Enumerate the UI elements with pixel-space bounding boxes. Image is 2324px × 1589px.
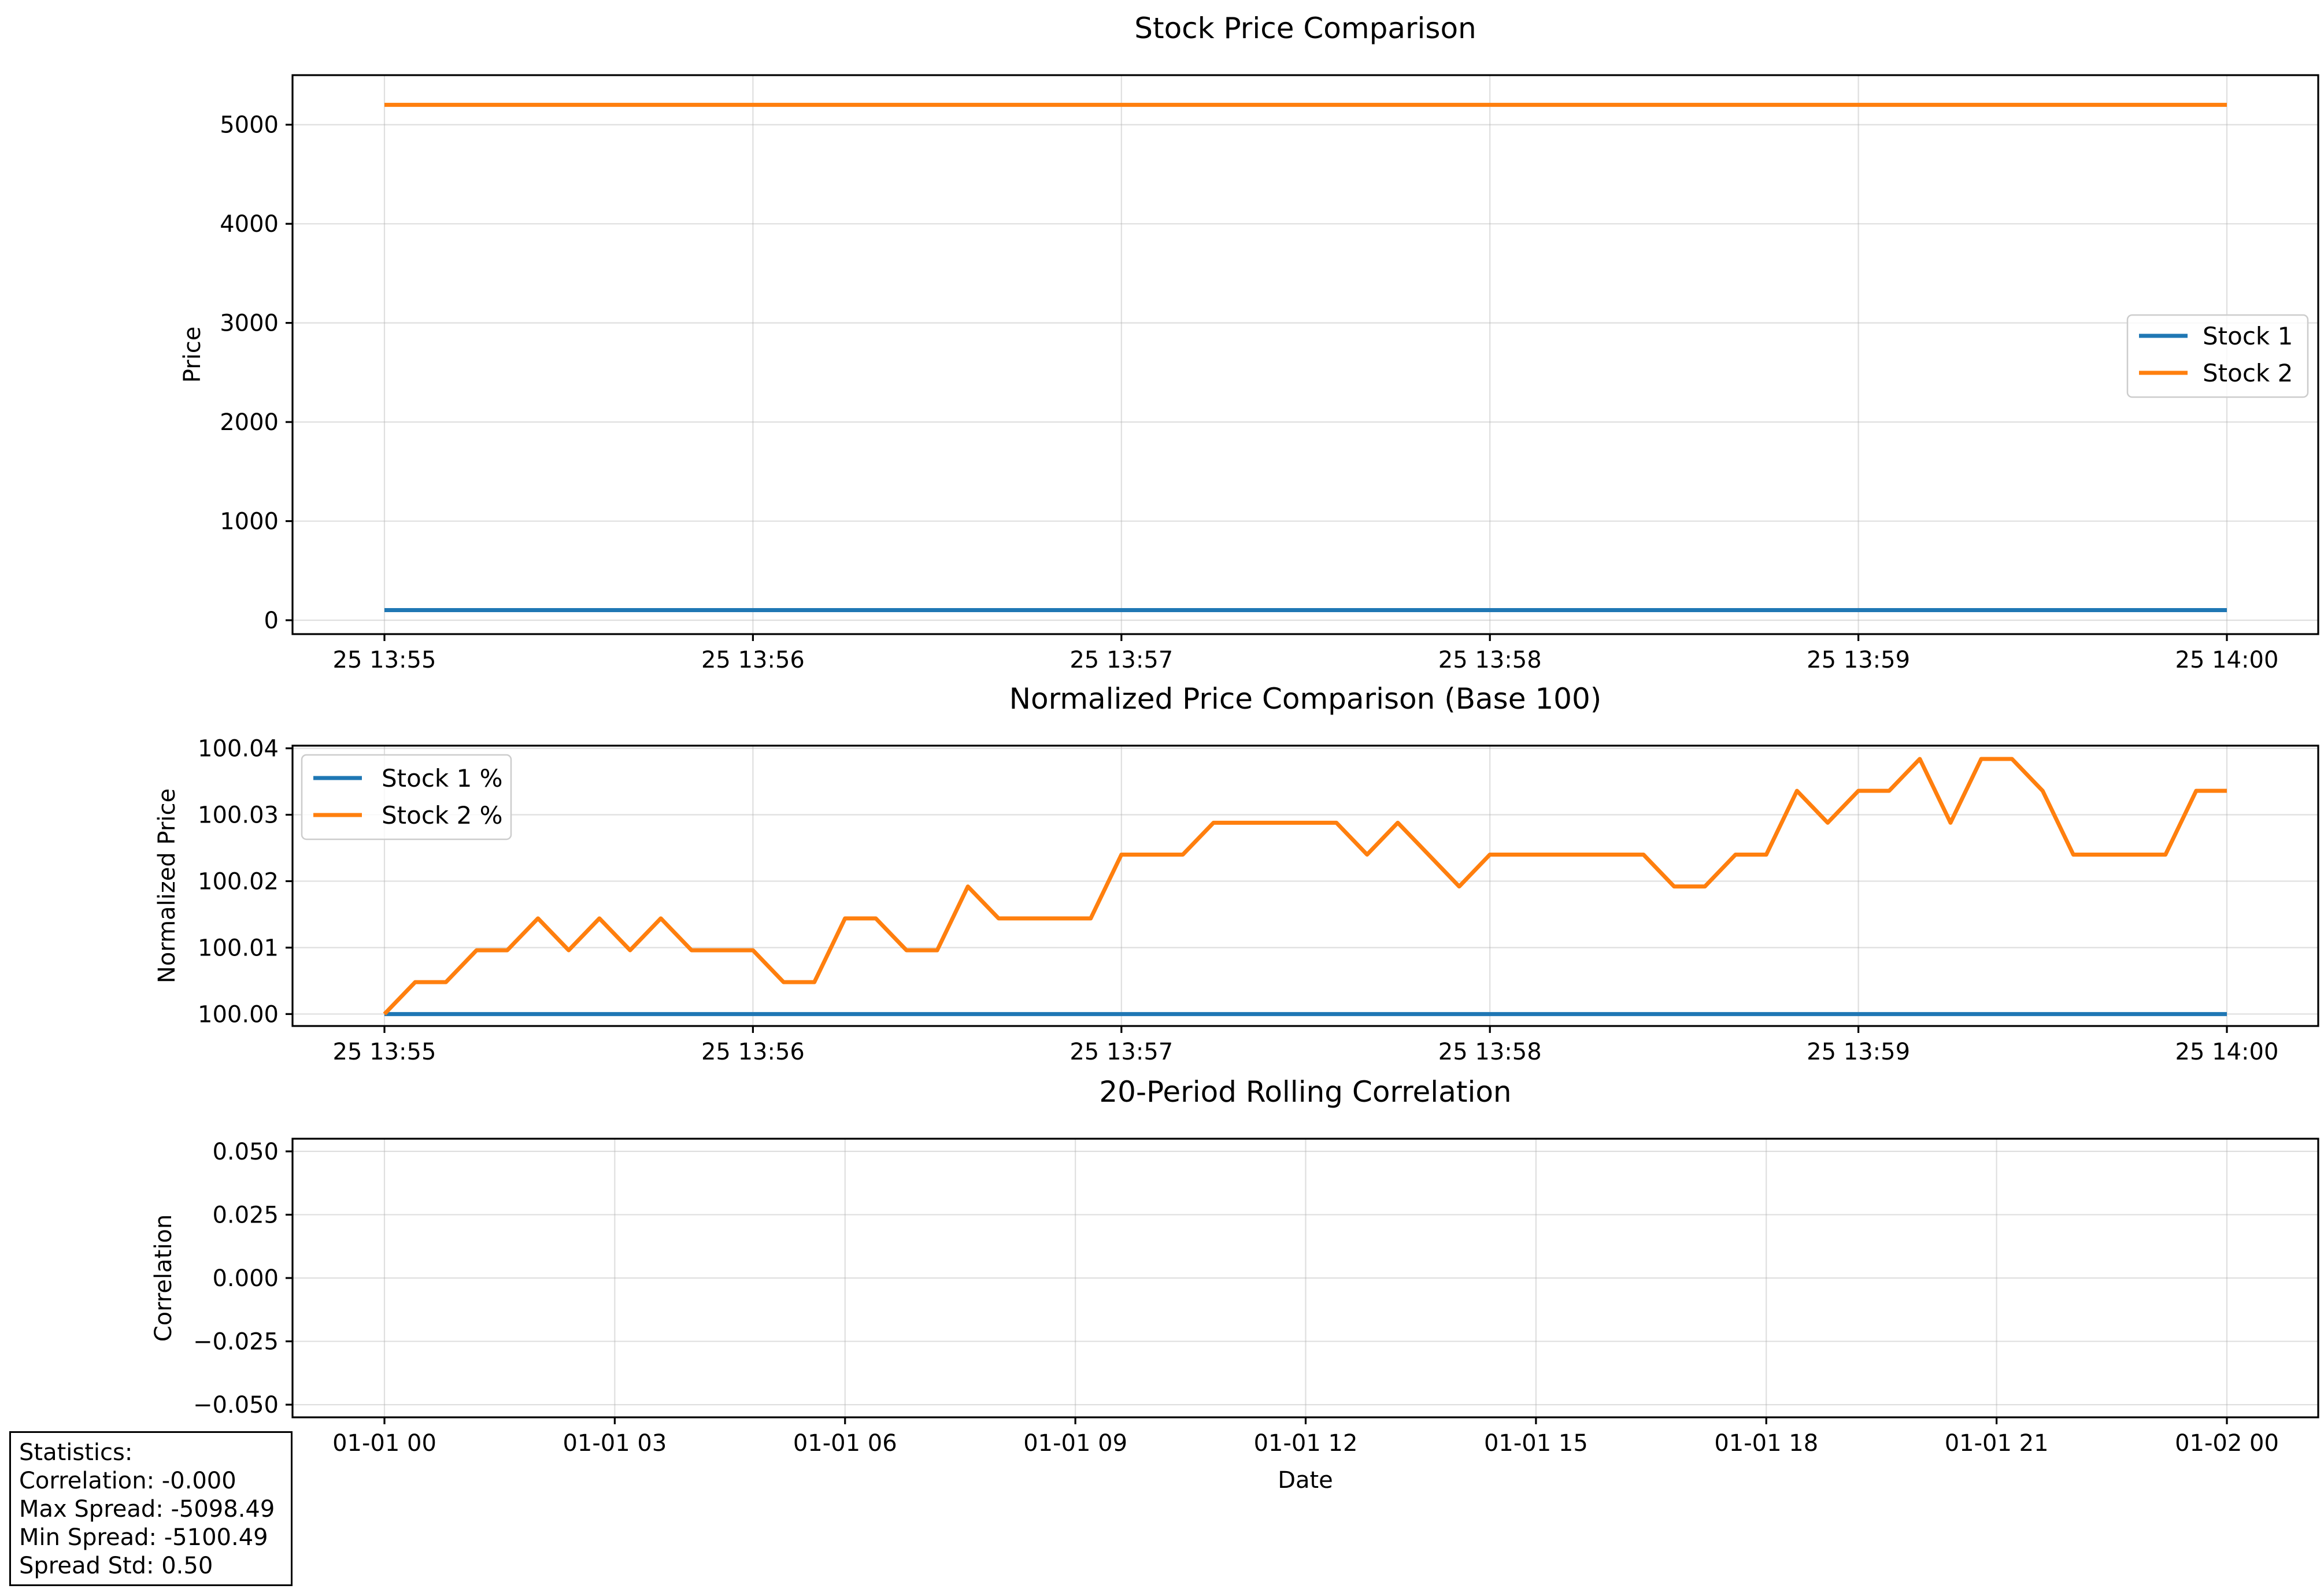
x-tick-label: 01-02 00 xyxy=(2175,1430,2279,1457)
y-tick-label: 0.025 xyxy=(212,1202,279,1228)
y-tick-label: −0.025 xyxy=(193,1329,279,1355)
x-tick-label: 25 13:59 xyxy=(1807,647,1910,673)
chart-title: Stock Price Comparison xyxy=(1134,12,1476,45)
series-line-2 xyxy=(383,757,2227,1016)
x-tick-label: 25 14:00 xyxy=(2175,1039,2279,1065)
x-tick-label: 01-01 00 xyxy=(332,1430,436,1457)
x-tick-label: 25 13:56 xyxy=(701,647,805,673)
x-tick-label: 01-01 06 xyxy=(793,1430,897,1457)
x-tick-label: 25 13:57 xyxy=(1070,647,1173,673)
y-tick-label: 100.03 xyxy=(198,802,279,829)
x-tick-label: 01-01 21 xyxy=(1945,1430,2049,1457)
x-tick-label: 25 13:56 xyxy=(701,1039,805,1065)
y-tick-label: 0 xyxy=(264,608,279,634)
stats-max-spread: Max Spread: -5098.49 xyxy=(19,1496,275,1523)
y-tick-label: 100.04 xyxy=(198,736,279,762)
chart-title: Normalized Price Comparison (Base 100) xyxy=(1009,682,1602,716)
x-tick-label: 25 13:55 xyxy=(333,1039,436,1065)
statistics-box: Statistics: Correlation: -0.000 Max Spre… xyxy=(9,1431,293,1586)
y-tick-label: 0.050 xyxy=(212,1139,279,1165)
price-chart: 25 13:55 25 13:56 25 13:57 25 13:58 25 13:59… xyxy=(179,12,2319,673)
y-tick-label: 0.000 xyxy=(212,1265,279,1292)
legend-label-2: Stock 2 xyxy=(2203,359,2293,387)
legend-label-1: Stock 1 xyxy=(2203,322,2293,350)
stats-heading: Statistics: xyxy=(19,1439,133,1466)
legend: Stock 1 % Stock 2 % xyxy=(301,754,512,840)
chart-title: 20-Period Rolling Correlation xyxy=(1099,1075,1511,1109)
x-tick-label: 01-01 18 xyxy=(1714,1430,1818,1457)
y-tick-label: 100.01 xyxy=(198,935,279,961)
x-tick-label: 25 13:58 xyxy=(1438,647,1542,673)
x-tick-label: 01-01 03 xyxy=(563,1430,667,1457)
y-tick-label: 2000 xyxy=(220,409,279,436)
x-tick-label: 01-01 15 xyxy=(1484,1430,1588,1457)
normalized-chart: 25 13:55 25 13:56 25 13:57 25 13:58 25 13:59… xyxy=(154,682,2319,1065)
y-tick-label: 3000 xyxy=(220,310,279,337)
stats-spread-std: Spread Std: 0.50 xyxy=(19,1553,213,1579)
x-tick-label: 25 13:58 xyxy=(1438,1039,1542,1065)
y-tick-label: 100.00 xyxy=(198,1001,279,1028)
x-tick-label: 01-01 09 xyxy=(1023,1430,1127,1457)
x-axis-label: Date xyxy=(1278,1467,1333,1494)
x-tick-label: 25 13:59 xyxy=(1807,1039,1910,1065)
x-tick-label: 01-01 12 xyxy=(1254,1430,1358,1457)
plot-frame xyxy=(291,74,2319,635)
stats-min-spread: Min Spread: -5100.49 xyxy=(19,1524,268,1551)
x-tick-label: 25 13:55 xyxy=(333,647,436,673)
y-axis-label: Normalized Price xyxy=(154,788,180,983)
y-axis-label: Price xyxy=(179,327,206,383)
plot-frame xyxy=(291,745,2319,1027)
legend-label-2: Stock 2 % xyxy=(382,801,503,829)
x-tick-label: 25 13:57 xyxy=(1070,1039,1173,1065)
y-axis-label: Correlation xyxy=(150,1214,177,1342)
stats-correlation: Correlation: -0.000 xyxy=(19,1468,236,1494)
y-tick-label: 5000 xyxy=(220,112,279,139)
legend-label-1: Stock 1 % xyxy=(382,764,503,792)
x-tick-label: 25 14:00 xyxy=(2175,647,2279,673)
y-tick-label: −0.050 xyxy=(193,1392,279,1418)
y-tick-label: 4000 xyxy=(220,211,279,238)
legend: Stock 1 Stock 2 xyxy=(2126,314,2309,398)
y-tick-label: 1000 xyxy=(220,509,279,535)
y-tick-label: 100.02 xyxy=(198,868,279,895)
correlation-chart: 01-01 00 01-01 03 01-01 06 01-01 09 01-01 12… xyxy=(150,1075,2319,1494)
